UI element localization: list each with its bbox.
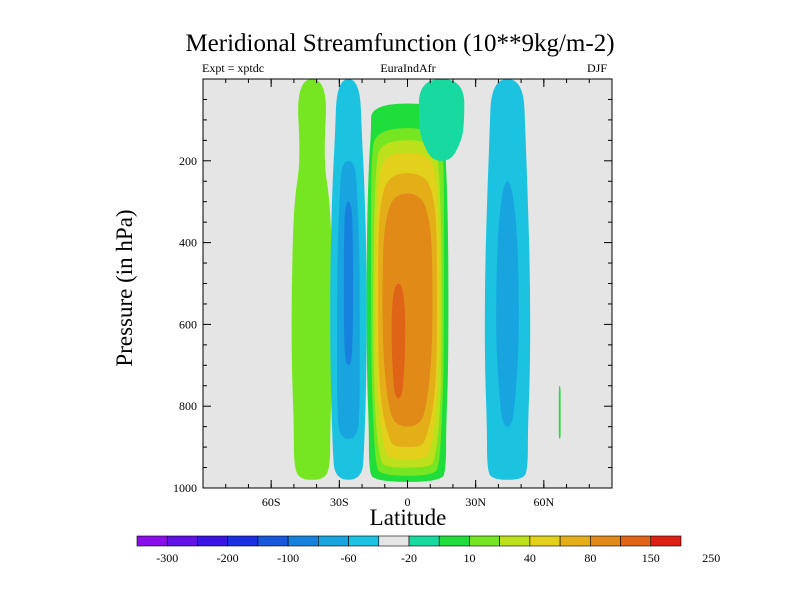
chart-title: Meridional Streamfunction (10**9kg/m-2): [185, 30, 615, 57]
colorbar-swatch: [348, 535, 380, 547]
colorbar-swatch: [590, 535, 621, 547]
colorbar-label: 150: [642, 551, 660, 565]
y-tick-label: 1000: [173, 481, 197, 495]
colorbar-label: 10: [463, 551, 475, 565]
x-tick-label: 60S: [262, 495, 281, 509]
axis-ticks: 60S 30S 0 30N 60N 200 400 600 800 1000: [173, 79, 612, 509]
colorbar-swatch: [469, 535, 500, 547]
colorbar-label: 80: [584, 551, 596, 565]
colorbar-label: -200: [217, 551, 239, 565]
contour-band-13: [496, 181, 519, 427]
contour-band-3: [343, 201, 353, 366]
colorbar-swatch: [257, 535, 289, 547]
colorbar-swatch: [438, 535, 470, 547]
region-label: EuraIndAfr: [380, 61, 436, 75]
colorbar-swatch: [136, 535, 168, 547]
contour-fills: [291, 79, 561, 482]
colorbar-swatch: [166, 535, 198, 547]
colorbar-swatch: [650, 535, 682, 547]
colorbar-swatch: [287, 535, 319, 547]
contour-band-14: [558, 385, 561, 439]
contour-band-0: [291, 79, 333, 480]
colorbar: -300 -200 -100 -60 -20 10 40 80 150 250: [136, 535, 720, 565]
x-tick-label: 30N: [465, 495, 486, 509]
contour-band-11: [418, 79, 465, 161]
colorbar-swatch: [227, 535, 259, 547]
y-tick-label: 200: [179, 154, 197, 168]
plot-frame: [202, 78, 613, 489]
y-tick-label: 600: [179, 317, 197, 331]
x-tick-label: 60N: [533, 495, 554, 509]
colorbar-label: 250: [702, 551, 720, 565]
colorbar-swatch: [378, 535, 410, 547]
x-tick-label: 30S: [330, 495, 349, 509]
colorbar-swatch: [197, 535, 228, 547]
season-label: DJF: [587, 61, 608, 75]
colorbar-swatch: [499, 535, 531, 547]
colorbar-label: -60: [341, 551, 357, 565]
colorbar-swatch: [620, 535, 652, 547]
colorbar-swatch: [408, 535, 440, 547]
colorbar-swatch: [529, 535, 561, 547]
colorbar-label: -20: [401, 551, 417, 565]
colorbar-label: 40: [524, 551, 536, 565]
contour-band-9: [382, 193, 433, 427]
y-tick-label: 800: [179, 399, 197, 413]
x-tick-label: 0: [405, 495, 411, 509]
colorbar-label: -100: [277, 551, 299, 565]
y-tick-label: 400: [179, 236, 197, 250]
colorbar-swatch: [318, 535, 349, 547]
x-axis-label: Latitude: [369, 505, 447, 530]
contour-band-10: [391, 283, 406, 398]
experiment-label: Expt = xptdc: [202, 61, 265, 75]
colorbar-label: -300: [156, 551, 178, 565]
colorbar-swatch: [559, 535, 591, 547]
